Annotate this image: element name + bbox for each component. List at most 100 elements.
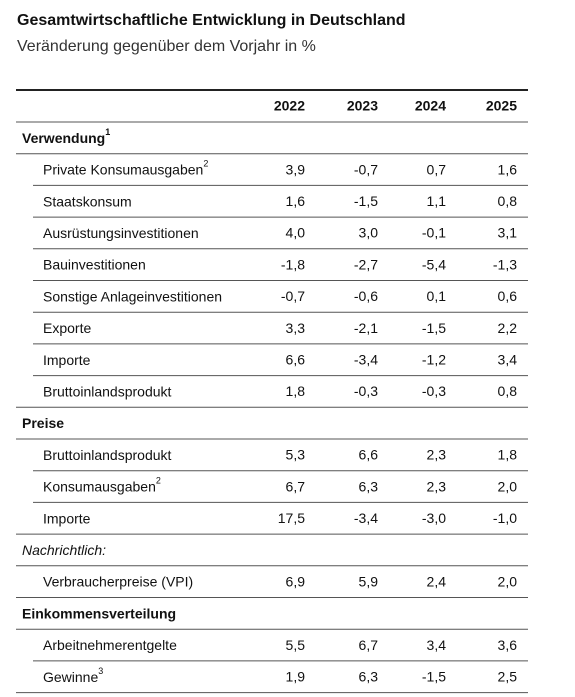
cell-value: 2,3 [427,478,447,494]
row-label: Verwendung1 [22,127,110,145]
cell-value: 4,0 [286,225,306,241]
cell-value: 3,6 [498,637,518,653]
cell-value: -0,7 [354,161,378,177]
cell-value: 2,4 [427,573,447,589]
row-label: Sonstige Anlageinvestitionen [43,288,222,304]
row-label: Importe [43,351,91,367]
label-text: Einkommensverteilung [22,605,176,621]
cell-value: 0,1 [427,288,447,304]
cell-value: 1,6 [286,193,306,209]
row-label: Staatskonsum [43,193,132,209]
label-text: Importe [43,510,91,526]
cell-value: -0,3 [354,383,378,399]
cell-value: -3,0 [422,510,446,526]
cell-value: -0,1 [422,225,446,241]
cell-value: 1,1 [427,193,447,209]
footnote: 3 [98,666,103,676]
cell-value: -0,3 [422,383,446,399]
cell-value: 2,0 [498,573,518,589]
cell-value: 6,3 [359,478,379,494]
cell-value: -2,1 [354,320,378,336]
cell-value: -0,6 [354,288,378,304]
row-label: Exporte [43,320,91,336]
row-label: Gewinne3 [43,666,103,684]
row-label: Bruttoinlandsprodukt [43,447,172,463]
row-label: Arbeitnehmerentgelte [43,637,177,653]
cell-value: 5,9 [359,573,379,589]
column-header: 2022 [274,98,305,114]
cell-value: 17,5 [278,510,305,526]
cell-value: 5,5 [286,637,306,653]
cell-value: 2,2 [498,320,518,336]
label-text: Staatskonsum [43,193,132,209]
cell-value: 3,9 [286,161,306,177]
cell-value: 6,9 [286,573,306,589]
cell-value: 5,3 [286,447,306,463]
label-text: Verwendung [22,130,105,146]
cell-value: 3,4 [498,351,518,367]
label-text: Exporte [43,320,91,336]
label-text: Ausrüstungsinvestitionen [43,225,199,241]
label-text: Bruttoinlandsprodukt [43,447,172,463]
cell-value: 3,4 [427,637,447,653]
row-label: Preise [22,415,64,431]
column-header: 2023 [347,98,378,114]
cell-value: -1,5 [422,320,446,336]
label-text: Konsumausgaben [43,478,156,494]
column-header: 2025 [486,98,517,114]
row-label: Konsumausgaben2 [43,476,161,494]
label-text: Nachrichtlich: [22,542,106,558]
column-header: 2024 [415,98,446,114]
cell-value: 1,8 [498,447,518,463]
row-label: Ausrüstungsinvestitionen [43,225,199,241]
cell-value: 0,8 [498,193,518,209]
cell-value: 3,1 [498,225,518,241]
subtitle: Veränderung gegenüber dem Vorjahr in % [17,38,316,55]
label-text: Arbeitnehmerentgelte [43,637,177,653]
label-text: Preise [22,415,64,431]
row-label: Nachrichtlich: [22,542,106,558]
footnote: 1 [105,127,110,137]
cell-value: 6,3 [359,668,379,684]
cell-value: -5,4 [422,256,446,272]
cell-value: -1,3 [493,256,517,272]
cell-value: -1,8 [281,256,305,272]
cell-value: -3,4 [354,510,378,526]
cell-value: 0,7 [427,161,447,177]
footnote: 2 [156,476,161,486]
cell-value: 2,5 [498,668,518,684]
label-text: Importe [43,351,91,367]
cell-value: 6,6 [359,447,379,463]
cell-value: 2,0 [498,478,518,494]
cell-value: 0,6 [498,288,518,304]
cell-value: 0,8 [498,383,518,399]
cell-value: -3,4 [354,351,378,367]
cell-value: 6,6 [286,351,306,367]
row-label: Importe [43,510,91,526]
cell-value: 1,6 [498,161,518,177]
title: Gesamtwirtschaftliche Entwicklung in Deu… [17,12,406,29]
row-label: Bruttoinlandsprodukt [43,383,172,399]
label-text: Gewinne [43,668,98,684]
label-text: Sonstige Anlageinvestitionen [43,288,222,304]
row-label: Bauinvestitionen [43,256,146,272]
row-label: Private Konsumausgaben2 [43,159,208,177]
row-label: Verbraucherpreise (VPI) [43,573,193,589]
cell-value: -1,5 [354,193,378,209]
cell-value: -1,2 [422,351,446,367]
cell-value: 1,9 [286,668,306,684]
cell-value: -1,0 [493,510,517,526]
cell-value: 2,3 [427,447,447,463]
cell-value: -2,7 [354,256,378,272]
row-label: Einkommensverteilung [22,605,176,621]
label-text: Bauinvestitionen [43,256,146,272]
cell-value: 6,7 [286,478,306,494]
cell-value: 3,3 [286,320,306,336]
cell-value: 1,8 [286,383,306,399]
label-text: Verbraucherpreise (VPI) [43,573,193,589]
label-text: Private Konsumausgaben [43,161,203,177]
label-text: Bruttoinlandsprodukt [43,383,172,399]
cell-value: -0,7 [281,288,305,304]
cell-value: 3,0 [359,225,379,241]
